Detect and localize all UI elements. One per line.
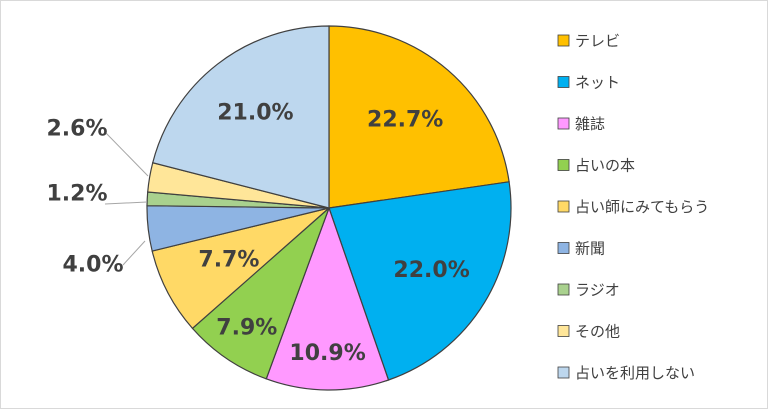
- legend-item-9: 占いを利用しない: [557, 364, 695, 382]
- legend-label-4: 占いの本: [575, 157, 635, 175]
- legend-item-6: 新聞: [557, 240, 605, 258]
- data-label-8: 2.6%: [46, 117, 107, 142]
- pie-slice-1: [328, 25, 510, 209]
- legend-item-4: 占いの本: [557, 157, 635, 175]
- pie-slice-9: [151, 25, 330, 209]
- pie-slice-4: [191, 207, 330, 380]
- data-label-7: 1.2%: [46, 182, 107, 207]
- legend-item-7: ラジオ: [557, 281, 620, 299]
- legend-label-8: その他: [575, 323, 620, 341]
- pie-slices: [146, 25, 512, 391]
- legend-label-7: ラジオ: [575, 281, 620, 299]
- legend-swatch-5: [557, 200, 570, 213]
- data-label-9: 21.0%: [217, 101, 293, 126]
- leader-line-7: [104, 201, 148, 205]
- legend-swatch-3: [557, 117, 570, 130]
- legend-swatch-2: [557, 76, 570, 88]
- legend-swatch-9: [557, 366, 570, 379]
- pie-slice-3: [265, 206, 390, 391]
- pie-labels: 22.7% 22.0% 10.9% 7.9% 7.7% 4.0% 1.2% 2.6% 21.0%: [46, 101, 469, 367]
- legend-label-9: 占いを利用しない: [575, 364, 695, 382]
- pie-slice-2: [328, 181, 512, 381]
- legend-label-2: ネット: [575, 74, 620, 92]
- data-label-3: 10.9%: [289, 341, 365, 366]
- legend-item-3: 雑誌: [557, 115, 605, 133]
- legend-swatch-7: [557, 283, 570, 296]
- leader-line-6: [122, 240, 146, 266]
- legend-swatch-4: [557, 159, 570, 171]
- leader-line-8: [104, 131, 149, 177]
- legend-swatch-6: [557, 242, 570, 254]
- data-label-6: 4.0%: [62, 253, 123, 278]
- legend-label-5: 占い師にみてもらう: [575, 198, 709, 216]
- data-label-5: 7.7%: [198, 248, 259, 273]
- legend-label-1: テレビ: [575, 32, 620, 50]
- legend-label-3: 雑誌: [575, 115, 605, 133]
- legend-item-8: その他: [557, 323, 620, 341]
- legend-item-2: ネット: [557, 74, 620, 92]
- legend-swatch-8: [557, 325, 570, 337]
- legend-item-5: 占い師にみてもらう: [557, 198, 709, 216]
- legend-label-6: 新聞: [575, 240, 605, 258]
- data-label-4: 7.9%: [216, 316, 277, 341]
- legend-swatch-1: [557, 34, 570, 47]
- legend-item-1: テレビ: [557, 32, 620, 50]
- data-label-1: 22.7%: [367, 107, 443, 132]
- data-label-2: 22.0%: [393, 258, 469, 283]
